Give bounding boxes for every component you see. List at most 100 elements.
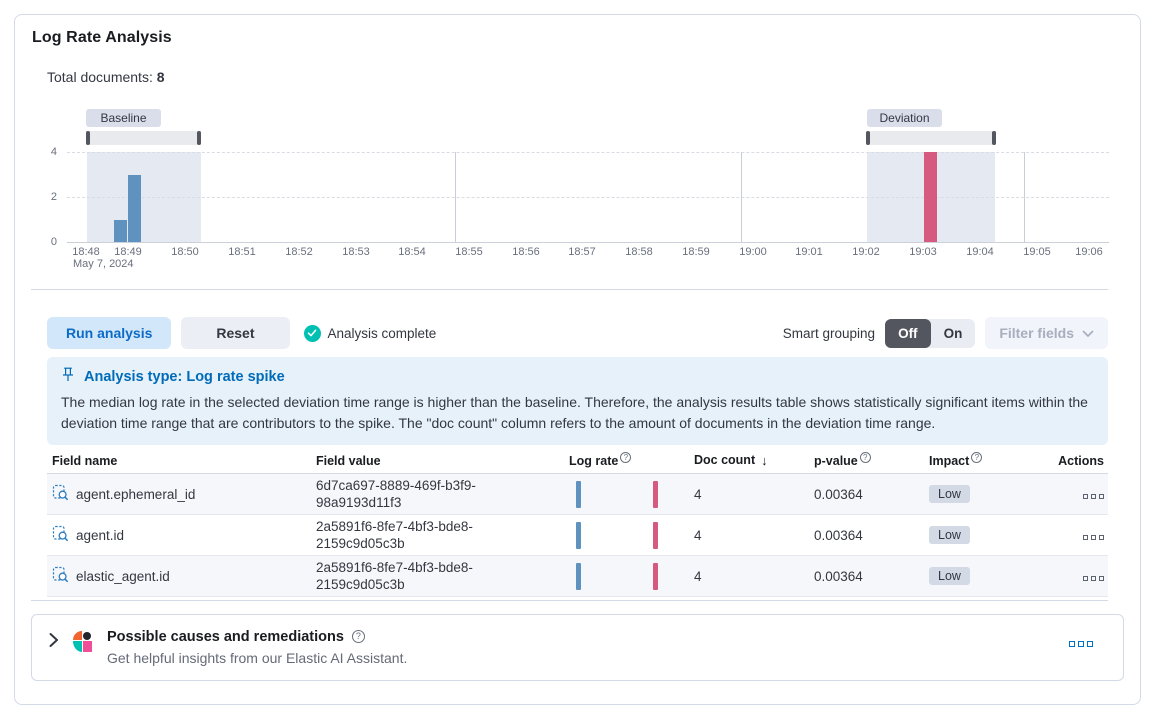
column-field-value[interactable]: Field value <box>316 453 381 468</box>
column-actions: Actions <box>1058 453 1104 468</box>
x-tick: 19:06 <box>1075 246 1103 258</box>
impact-badge: Low <box>929 567 970 585</box>
total-documents: Total documents: 8 <box>47 69 1124 85</box>
callout-title: Analysis type: Log rate spike <box>84 368 285 385</box>
y-tick-2: 2 <box>50 191 57 203</box>
reset-button[interactable]: Reset <box>181 317 290 349</box>
smart-grouping-off-button[interactable]: Off <box>885 318 931 348</box>
p-value: 0.00364 <box>814 486 863 502</box>
x-tick: 18:58 <box>625 246 653 258</box>
p-value: 0.00364 <box>814 568 863 584</box>
accordion-title[interactable]: Possible causes and remediations <box>107 629 344 645</box>
x-tick: 18:52 <box>285 246 313 258</box>
field-name: agent.id <box>76 527 125 543</box>
chevron-down-icon <box>1082 325 1094 341</box>
x-tick: 19:04 <box>966 246 994 258</box>
field-value: 2a5891f6-8fe7-4bf3-bde8-2159c9d05c3b <box>316 519 473 551</box>
sort-desc-icon: ↓ <box>761 453 768 468</box>
row-actions-button[interactable] <box>1083 575 1104 581</box>
x-tick: 18:51 <box>228 246 256 258</box>
log-rate-sparkline <box>569 480 664 508</box>
y-tick-0: 0 <box>50 236 57 248</box>
field-name: elastic_agent.id <box>76 568 170 584</box>
impact-badge: Low <box>929 526 970 544</box>
accordion-subtitle: Get helpful insights from our Elastic AI… <box>107 650 408 666</box>
x-tick: 18:57 <box>568 246 596 258</box>
gridline-y4 <box>67 152 1109 153</box>
help-icon[interactable]: ? <box>351 629 365 643</box>
info-icon: ? <box>859 451 871 463</box>
column-impact[interactable]: Impact? <box>924 451 1029 468</box>
deviation-brush[interactable] <box>866 131 996 145</box>
field-value: 6d7ca697-8889-469f-b3f9-98a9193d11f3 <box>316 478 476 510</box>
filter-field-icon[interactable] <box>52 484 69 504</box>
smart-grouping-toggle: Off On <box>885 318 976 348</box>
x-tick: 19:00 <box>739 246 767 258</box>
smart-grouping-label: Smart grouping <box>782 325 876 341</box>
smart-grouping-on-button[interactable]: On <box>943 325 963 341</box>
document-count-chart: Baseline Deviation 4 2 0 18:48 18:49 18:… <box>31 107 1109 277</box>
run-analysis-button[interactable]: Run analysis <box>47 317 172 349</box>
gridline-1905 <box>1024 152 1025 242</box>
deviation-brush-right-handle[interactable] <box>992 131 996 145</box>
gridline-1900 <box>741 152 742 242</box>
deviation-spark-bar <box>653 562 658 590</box>
info-icon: ? <box>971 451 983 463</box>
row-actions-button[interactable] <box>1083 534 1104 540</box>
x-tick: 18:48 <box>72 246 100 258</box>
deviation-bar <box>924 152 937 242</box>
x-tick: 18:49 <box>114 246 142 258</box>
elastic-ai-assistant-icon <box>73 631 93 652</box>
page-title: Log Rate Analysis <box>32 29 172 46</box>
filter-field-icon[interactable] <box>52 566 69 586</box>
baseline-bar-2 <box>128 175 141 242</box>
analysis-status: Analysis complete <box>303 324 436 342</box>
log-rate-analysis-panel: Log Rate Analysis Total documents: 8 Bas… <box>14 14 1141 705</box>
divider <box>31 600 1108 601</box>
column-doc-count[interactable]: Doc count ↓ <box>694 453 768 468</box>
table-header-row: Field name Field value Log rate? Doc cou… <box>47 451 1108 474</box>
check-icon <box>303 324 321 342</box>
divider <box>31 289 1108 290</box>
column-p-value[interactable]: p-value? <box>809 451 924 468</box>
x-tick: 18:59 <box>682 246 710 258</box>
log-rate-sparkline <box>569 562 664 590</box>
baseline-brush[interactable] <box>86 131 201 145</box>
info-icon: ? <box>620 451 632 463</box>
baseline-brush-right-handle[interactable] <box>197 131 201 145</box>
baseline-brush-left-handle[interactable] <box>86 131 90 145</box>
pin-icon <box>61 367 75 386</box>
x-axis-date-label: May 7, 2024 <box>73 258 134 270</box>
chevron-right-icon[interactable] <box>48 632 59 653</box>
analysis-results-table: Field name Field value Log rate? Doc cou… <box>47 451 1108 597</box>
column-log-rate[interactable]: Log rate? <box>564 451 689 468</box>
x-axis-line <box>67 242 1109 243</box>
x-tick: 19:01 <box>795 246 823 258</box>
deviation-brush-left-handle[interactable] <box>866 131 870 145</box>
row-actions-button[interactable] <box>1083 493 1104 499</box>
x-tick: 18:55 <box>455 246 483 258</box>
filter-fields-button[interactable]: Filter fields <box>985 317 1108 349</box>
impact-badge: Low <box>929 485 970 503</box>
analysis-toolbar: Run analysis Reset Analysis complete Sma… <box>47 317 1108 349</box>
deviation-badge: Deviation <box>867 109 942 127</box>
filter-field-icon[interactable] <box>52 525 69 545</box>
doc-count: 4 <box>694 527 702 543</box>
doc-count: 4 <box>694 486 702 502</box>
callout-body: The median log rate in the selected devi… <box>61 394 1088 431</box>
accordion-actions-button[interactable] <box>1069 641 1093 647</box>
x-tick: 19:03 <box>909 246 937 258</box>
x-tick: 18:54 <box>398 246 426 258</box>
x-tick: 18:50 <box>171 246 199 258</box>
analysis-type-callout: Analysis type: Log rate spike The median… <box>47 357 1108 445</box>
field-name: agent.ephemeral_id <box>76 486 196 502</box>
y-tick-4: 4 <box>50 146 57 158</box>
column-field-name[interactable]: Field name <box>52 453 118 468</box>
baseline-bar-1 <box>114 220 127 242</box>
doc-count: 4 <box>694 568 702 584</box>
baseline-spark-bar <box>576 521 581 549</box>
table-row: agent.id 2a5891f6-8fe7-4bf3-bde8-2159c9d… <box>47 515 1108 556</box>
baseline-spark-bar <box>576 562 581 590</box>
x-tick: 18:56 <box>512 246 540 258</box>
p-value: 0.00364 <box>814 527 863 543</box>
